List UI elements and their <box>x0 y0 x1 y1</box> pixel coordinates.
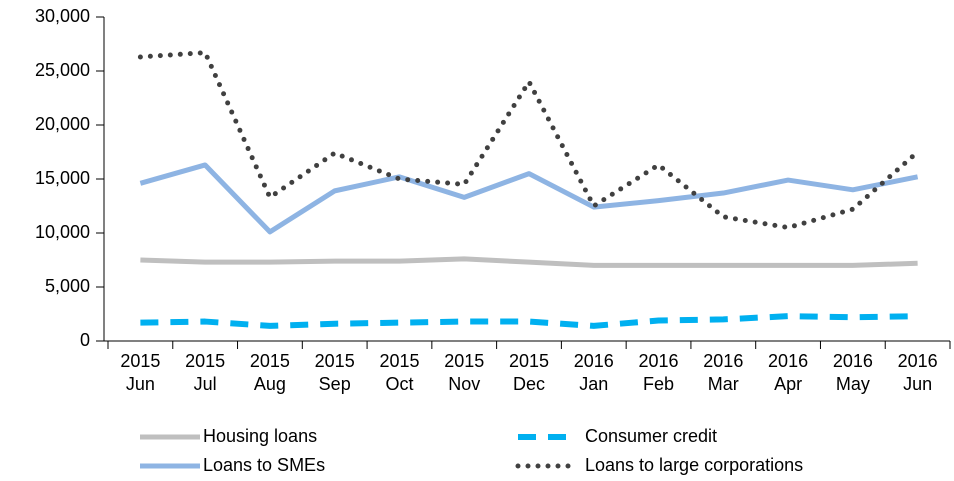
series-line <box>139 162 919 235</box>
x-tick-label: Oct <box>385 374 413 394</box>
x-tick-label: Nov <box>448 374 480 394</box>
x-tick-label: 2016 <box>703 351 743 371</box>
y-tick-label: 15,000 <box>35 168 90 188</box>
x-tick-label: 2015 <box>250 351 290 371</box>
x-tick-label: 2015 <box>315 351 355 371</box>
x-tick-label: May <box>836 374 870 394</box>
x-tick-label: 2015 <box>120 351 160 371</box>
y-tick-label: 10,000 <box>35 222 90 242</box>
x-tick-label: Aug <box>254 374 286 394</box>
x-tick-label: 2015 <box>444 351 484 371</box>
x-tick-label: 2015 <box>509 351 549 371</box>
x-tick-label: 2016 <box>639 351 679 371</box>
legend-label: Loans to SMEs <box>203 455 325 475</box>
series-line <box>137 50 921 231</box>
series-line <box>140 313 918 329</box>
y-tick-label: 0 <box>80 330 90 350</box>
x-tick-label: 2016 <box>768 351 808 371</box>
legend-label: Housing loans <box>203 426 317 446</box>
series-line <box>140 256 918 268</box>
x-tick-label: 2015 <box>379 351 419 371</box>
x-tick-label: Jul <box>194 374 217 394</box>
legend-label: Loans to large corporations <box>585 455 803 475</box>
x-tick-label: Dec <box>513 374 545 394</box>
x-tick-label: Jun <box>903 374 932 394</box>
legend-label: Consumer credit <box>585 426 717 446</box>
x-tick-label: Mar <box>708 374 739 394</box>
y-tick-label: 30,000 <box>35 6 90 26</box>
x-tick-label: Jan <box>579 374 608 394</box>
y-tick-label: 5,000 <box>45 276 90 296</box>
x-tick-label: Apr <box>774 374 802 394</box>
x-tick-label: Jun <box>126 374 155 394</box>
x-tick-label: 2016 <box>898 351 938 371</box>
x-tick-label: 2016 <box>574 351 614 371</box>
y-tick-label: 25,000 <box>35 60 90 80</box>
x-tick-label: Feb <box>643 374 674 394</box>
x-tick-label: 2015 <box>185 351 225 371</box>
y-tick-label: 20,000 <box>35 114 90 134</box>
x-tick-label: 2016 <box>833 351 873 371</box>
x-tick-label: Sep <box>319 374 351 394</box>
